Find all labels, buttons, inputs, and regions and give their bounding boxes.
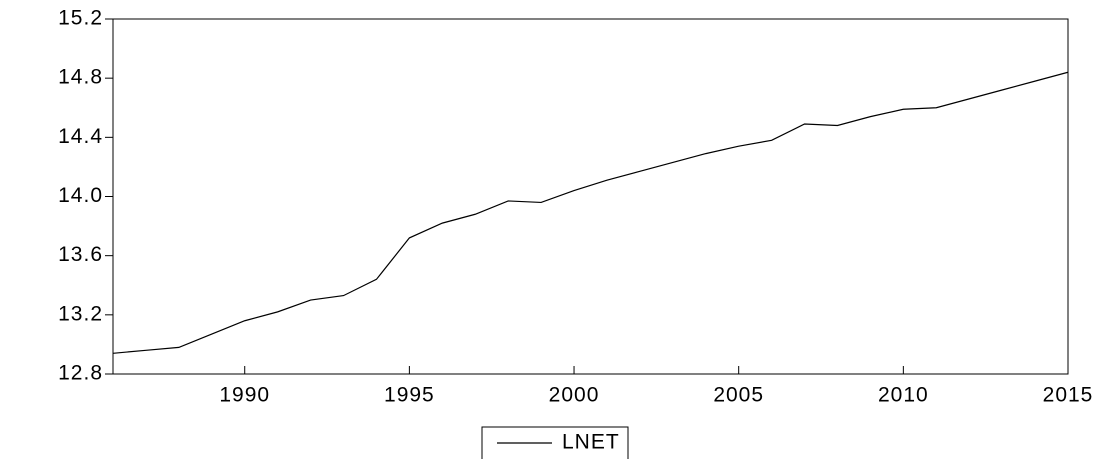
x-tick-label: 2010 [878,384,929,407]
series-line [112,71,1069,354]
plot-frame [112,18,1069,375]
y-tick-label: 13.2 [58,302,103,325]
x-tick-label: 1995 [384,384,435,407]
y-tick-label: 12.8 [58,362,103,385]
y-tick-label: 15.2 [58,7,103,30]
x-tick-label: 1990 [219,384,270,407]
y-tick-label: 14.4 [58,125,103,148]
x-tick-label: 2000 [549,384,600,407]
x-tick-label: 2015 [1043,384,1094,407]
y-tick-label: 13.6 [58,243,103,266]
x-tick-label: 2005 [713,384,764,407]
y-tick-label: 14.8 [58,66,103,89]
legend-label: LNET [562,431,620,454]
y-tick-label: 14.0 [58,184,103,207]
legend-box [481,426,629,464]
